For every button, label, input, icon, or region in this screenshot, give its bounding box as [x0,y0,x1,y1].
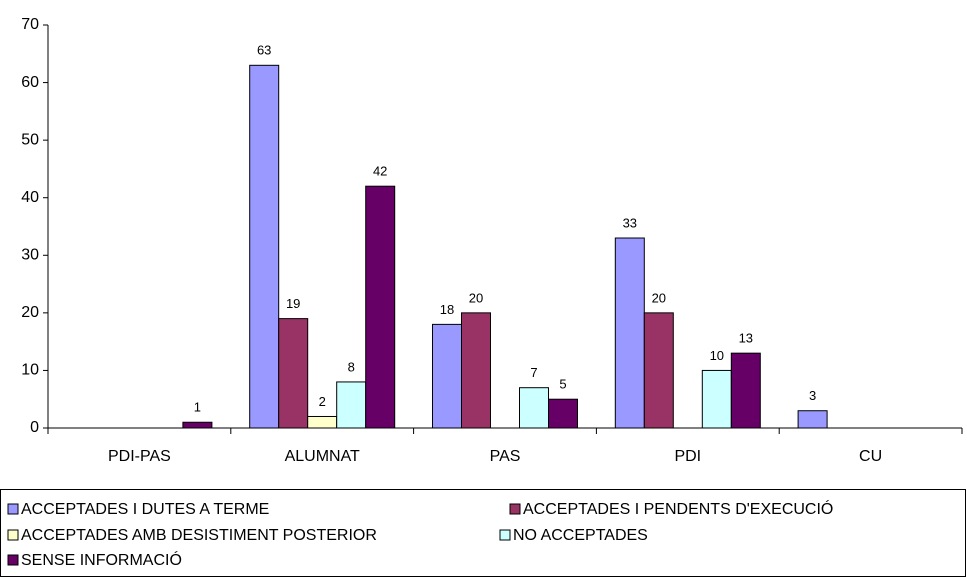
data-label: 13 [739,331,753,346]
data-label: 18 [440,302,454,317]
legend-label: ACCEPTADES I DUTES A TERME [21,501,269,518]
x-tick-label: ALUMNAT [285,448,360,465]
legend-label: SENSE INFORMACIÓ [21,550,182,569]
data-label: 20 [469,290,483,305]
bar [278,318,309,429]
y-tick-label: 10 [21,362,39,379]
data-label: 20 [652,290,666,305]
bar [701,369,732,429]
legend-label: ACCEPTADES AMB DESISTIMENT POSTERIOR [21,527,377,544]
x-tick-label: CU [859,448,882,465]
bar [365,185,396,429]
data-label: 7 [530,365,537,380]
data-label: 33 [623,215,637,230]
y-tick-label: 60 [21,74,39,91]
x-tick-label: PDI-PAS [108,448,171,465]
y-tick-label: 40 [21,189,39,206]
data-label: 8 [348,359,355,374]
bar [548,398,578,429]
y-tick-label: 0 [30,419,39,436]
data-label: 10 [710,348,724,363]
legend-swatch [7,529,19,541]
legend-label: ACCEPTADES I PENDENTS D'EXECUCIÓ [523,499,833,518]
data-label: 63 [257,43,271,58]
bar [432,323,462,429]
bar [182,421,213,429]
bar [307,415,338,429]
data-label: 5 [559,377,566,392]
bar [519,387,549,429]
y-tick-label: 20 [21,304,39,321]
data-label: 42 [373,164,387,179]
bar [336,381,367,429]
bar [797,410,828,429]
bar [643,312,674,429]
x-tick-label: PAS [490,448,521,465]
data-label: 2 [319,394,326,409]
y-tick-label: 50 [21,131,39,148]
x-tick-label: PDI [674,448,701,465]
legend-swatch [499,529,511,541]
y-tick-label: 70 [21,16,39,33]
data-label: 19 [286,296,300,311]
legend-swatch [7,503,19,515]
legend-swatch [509,503,521,515]
bar [614,237,645,429]
bar [461,312,491,429]
y-tick-label: 30 [21,247,39,264]
data-label: 3 [809,388,816,403]
bar [249,64,280,429]
legend-label: NO ACCEPTADES [513,527,648,544]
bar [730,352,761,429]
legend-box [0,489,966,577]
data-label: 1 [194,400,201,415]
legend-swatch [7,554,19,566]
